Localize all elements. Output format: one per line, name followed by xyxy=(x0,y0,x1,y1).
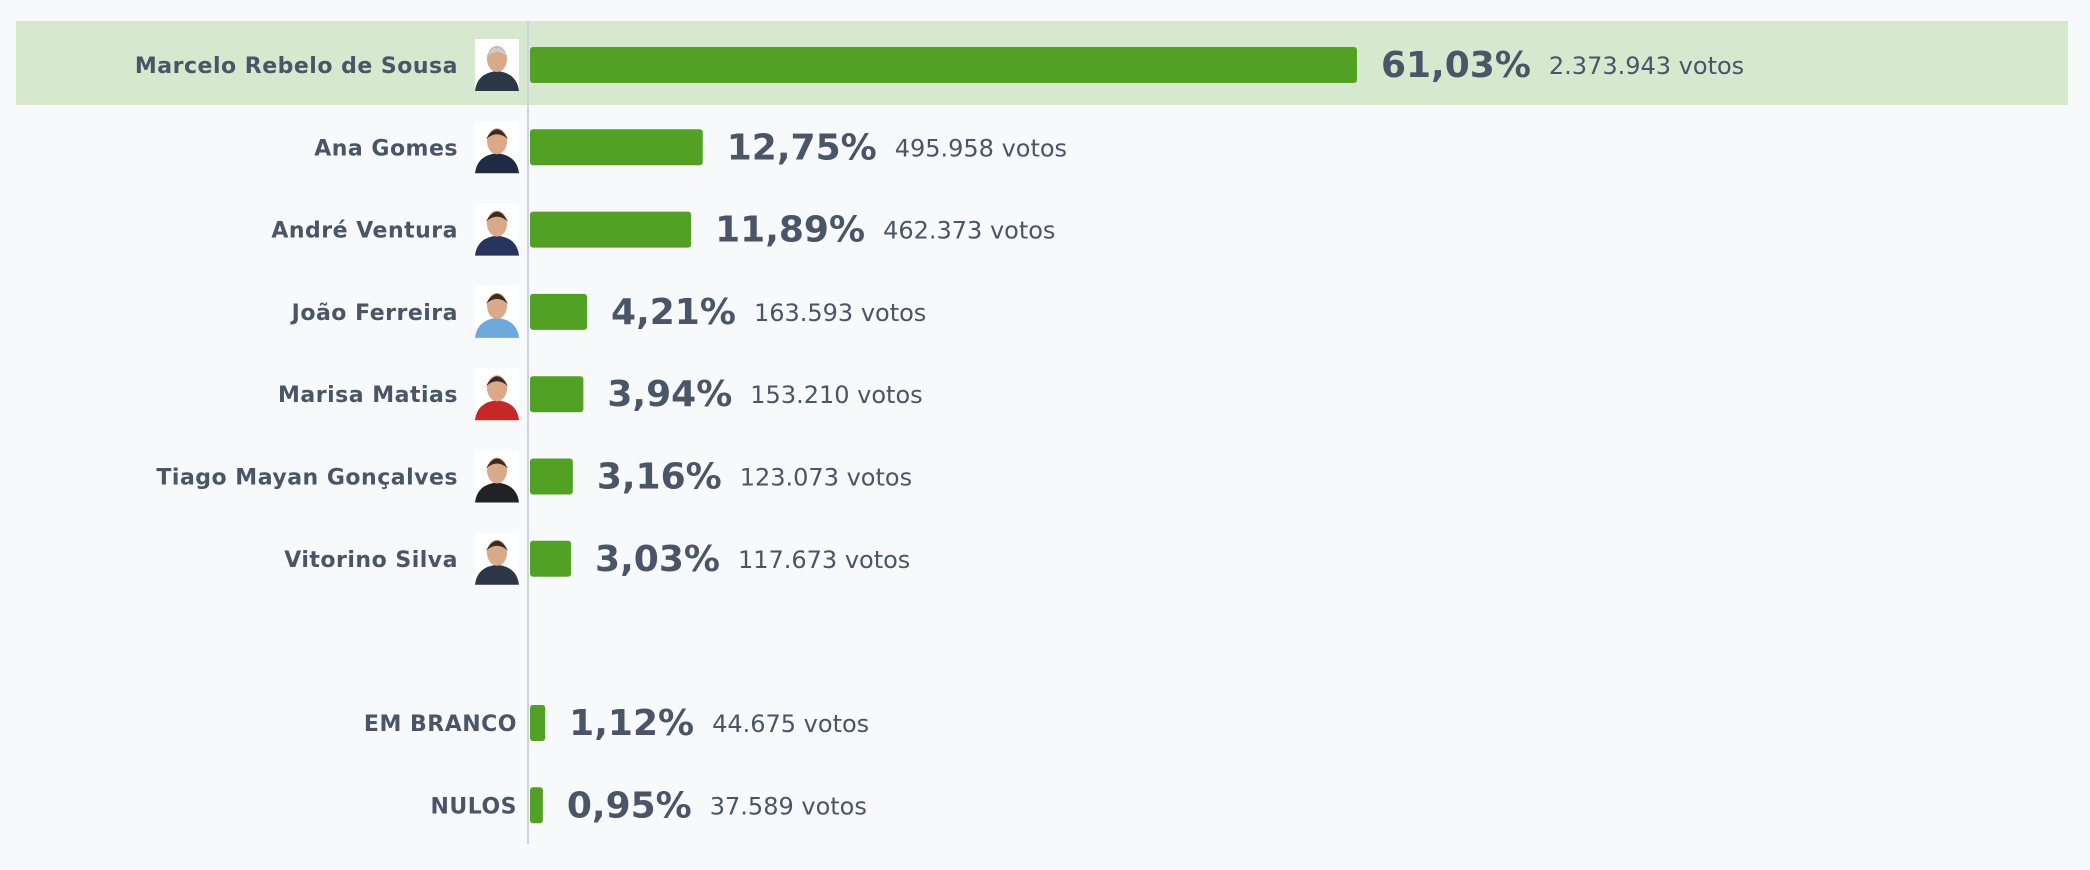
photo-body xyxy=(475,400,519,421)
bar xyxy=(530,211,692,248)
candidate-photo xyxy=(475,121,519,174)
bar xyxy=(530,458,573,495)
candidate-photo xyxy=(475,532,519,585)
value-label: 4,21% xyxy=(611,292,736,333)
bar xyxy=(530,705,546,741)
category-label: Marcelo Rebelo de Sousa xyxy=(135,54,458,79)
value-label: 3,16% xyxy=(597,457,722,498)
candidate-photo xyxy=(475,285,519,338)
photo-body xyxy=(475,317,519,338)
value-label: 61,03% xyxy=(1381,45,1531,86)
category-label: Ana Gomes xyxy=(314,136,458,161)
votes-label: 495.958 votos xyxy=(895,134,1067,162)
category-label: André Ventura xyxy=(271,219,458,244)
photo-hair xyxy=(486,540,508,551)
value-label: 11,89% xyxy=(715,210,865,251)
bar xyxy=(530,540,572,577)
candidate-photo xyxy=(475,450,519,503)
candidate-photo xyxy=(475,39,519,91)
category-label: EM BRANCO xyxy=(364,712,517,737)
value-label: 1,12% xyxy=(569,703,694,744)
photo-hair xyxy=(486,211,508,222)
bar xyxy=(530,293,588,330)
bar xyxy=(530,129,703,166)
votes-label: 44.675 votos xyxy=(712,710,869,738)
bar xyxy=(530,787,543,824)
candidate-photo xyxy=(475,203,519,256)
category-label: Marisa Matias xyxy=(278,383,458,408)
photo-body xyxy=(475,235,519,256)
votes-label: 462.373 votos xyxy=(883,217,1055,245)
photo-body xyxy=(475,153,519,174)
photo-hair xyxy=(486,47,508,57)
value-label: 0,95% xyxy=(567,785,692,826)
value-label: 3,94% xyxy=(607,374,732,415)
votes-label: 2.373.943 votos xyxy=(1549,52,1744,80)
bar xyxy=(530,47,1357,83)
bar xyxy=(530,376,584,413)
candidate-photo xyxy=(475,368,519,421)
photo-body xyxy=(475,71,519,91)
value-label: 3,03% xyxy=(595,539,720,580)
category-label: João Ferreira xyxy=(290,301,458,326)
category-label: Tiago Mayan Gonçalves xyxy=(156,466,458,491)
value-label: 12,75% xyxy=(727,127,877,168)
photo-hair xyxy=(486,293,508,304)
votes-label: 117.673 votos xyxy=(738,546,910,574)
photo-hair xyxy=(486,376,508,387)
votes-label: 153.210 votos xyxy=(750,381,922,409)
photo-body xyxy=(475,564,519,585)
votes-label: 37.589 votos xyxy=(710,792,867,820)
category-label: Vitorino Silva xyxy=(284,548,458,573)
votes-label: 163.593 votos xyxy=(754,299,926,327)
photo-body xyxy=(475,482,519,503)
category-label: NULOS xyxy=(430,794,517,819)
votes-label: 123.073 votos xyxy=(740,464,912,492)
photo-hair xyxy=(486,129,508,140)
photo-hair xyxy=(486,458,508,469)
